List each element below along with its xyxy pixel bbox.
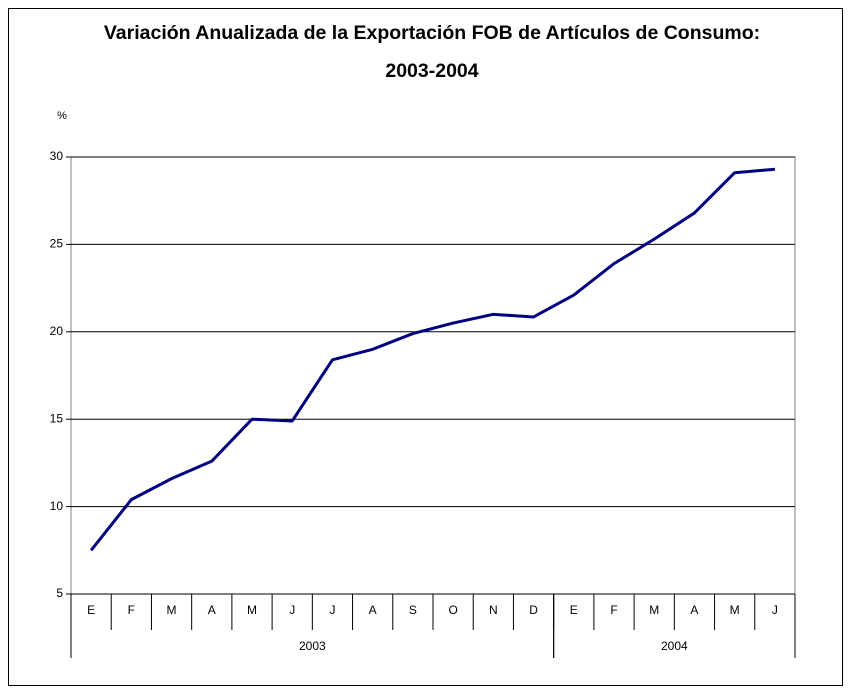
x-tick-label: A	[208, 603, 216, 617]
x-tick-label: F	[610, 603, 617, 617]
x-tick-label: N	[489, 603, 498, 617]
x-tick-label: J	[329, 603, 335, 617]
chart-title: Variación Anualizada de la Exportación F…	[103, 22, 761, 82]
plot-area	[70, 156, 796, 595]
y-tick-label: 5	[56, 586, 63, 600]
x-tick-label: M	[730, 603, 740, 617]
group-label: 2004	[661, 639, 688, 653]
group-label: 2003	[299, 639, 326, 653]
y-tick-label: 20	[50, 324, 64, 338]
x-tick-label: A	[690, 603, 698, 617]
x-tick-label: F	[128, 603, 135, 617]
x-tick-label: M	[649, 603, 659, 617]
y-tick-label: 10	[50, 499, 64, 513]
y-axis-label: %	[57, 110, 67, 122]
y-tick-label: 25	[50, 237, 64, 251]
series-line	[89, 167, 776, 552]
x-tick-label: M	[167, 603, 177, 617]
x-tick-label: A	[369, 603, 377, 617]
y-tick-label: 15	[50, 411, 64, 425]
x-tick-label: J	[772, 603, 778, 617]
y-tick-label: 30	[50, 149, 64, 163]
x-tick-label: J	[289, 603, 295, 617]
x-tick-label: O	[448, 603, 457, 617]
chart-frame	[8, 8, 843, 686]
x-tick-label: E	[570, 603, 578, 617]
x-tick-label: S	[409, 603, 417, 617]
x-tick-label: E	[87, 603, 95, 617]
x-tick-label: M	[247, 603, 257, 617]
x-tick-label: D	[529, 603, 538, 617]
